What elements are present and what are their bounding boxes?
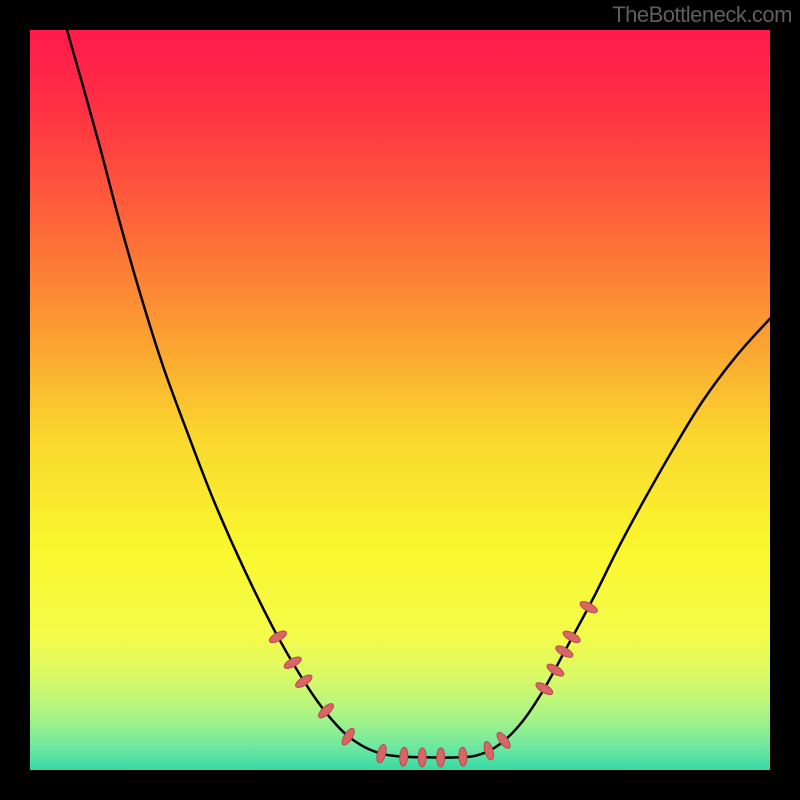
watermark-label: TheBottleneck.com (612, 2, 792, 28)
bottleneck-chart-svg (30, 30, 770, 770)
data-marker (437, 748, 445, 767)
data-marker (458, 747, 467, 766)
data-marker (418, 748, 426, 767)
plot-area (30, 30, 770, 770)
chart-container: TheBottleneck.com (0, 0, 800, 800)
gradient-background (30, 30, 770, 770)
